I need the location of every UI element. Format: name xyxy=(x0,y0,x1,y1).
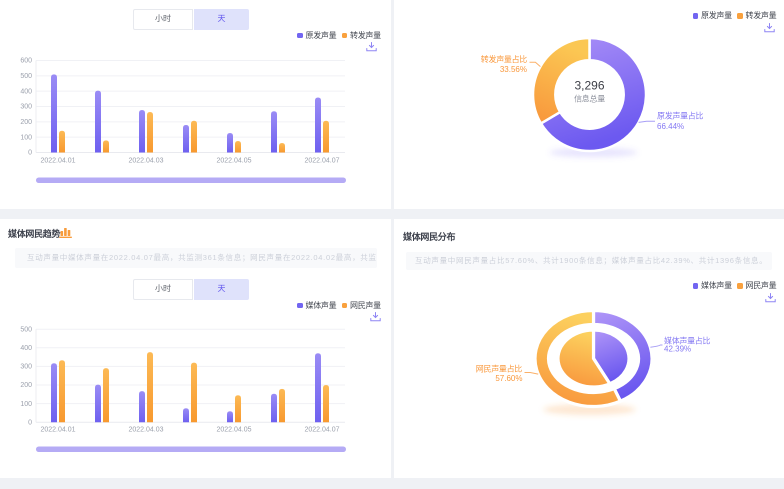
svg-text:42.39%: 42.39% xyxy=(664,345,691,354)
svg-text:400: 400 xyxy=(20,345,32,352)
svg-text:400: 400 xyxy=(20,88,32,95)
svg-text:2022.04.05: 2022.04.05 xyxy=(216,158,251,165)
svg-text:2022.04.07: 2022.04.07 xyxy=(304,158,339,165)
svg-text:2022.04.01: 2022.04.01 xyxy=(40,158,75,165)
svg-text:网民声量占比: 网民声量占比 xyxy=(476,364,522,374)
svg-text:300: 300 xyxy=(20,364,32,371)
svg-text:300: 300 xyxy=(20,104,32,111)
svg-text:2022.04.03: 2022.04.03 xyxy=(128,427,163,434)
svg-text:600: 600 xyxy=(20,58,32,65)
svg-text:200: 200 xyxy=(20,382,32,389)
svg-text:66.44%: 66.44% xyxy=(657,122,684,131)
svg-text:转发声量占比: 转发声量占比 xyxy=(481,54,527,64)
svg-text:200: 200 xyxy=(20,119,32,126)
svg-text:2022.04.03: 2022.04.03 xyxy=(128,158,163,165)
svg-text:2022.04.01: 2022.04.01 xyxy=(40,427,75,434)
svg-text:媒体声量占比: 媒体声量占比 xyxy=(664,336,710,346)
svg-text:57.60%: 57.60% xyxy=(495,374,522,383)
svg-text:信息总量: 信息总量 xyxy=(574,94,605,104)
svg-text:3,296: 3,296 xyxy=(574,79,604,93)
svg-text:2022.04.07: 2022.04.07 xyxy=(304,427,339,434)
svg-text:0: 0 xyxy=(28,419,32,426)
svg-text:33.56%: 33.56% xyxy=(500,65,527,74)
svg-text:100: 100 xyxy=(20,134,32,141)
svg-text:0: 0 xyxy=(28,150,32,157)
svg-text:500: 500 xyxy=(20,73,32,80)
svg-text:2022.04.05: 2022.04.05 xyxy=(216,427,251,434)
svg-text:原发声量占比: 原发声量占比 xyxy=(657,111,703,121)
svg-text:100: 100 xyxy=(20,401,32,408)
svg-text:500: 500 xyxy=(20,326,32,333)
